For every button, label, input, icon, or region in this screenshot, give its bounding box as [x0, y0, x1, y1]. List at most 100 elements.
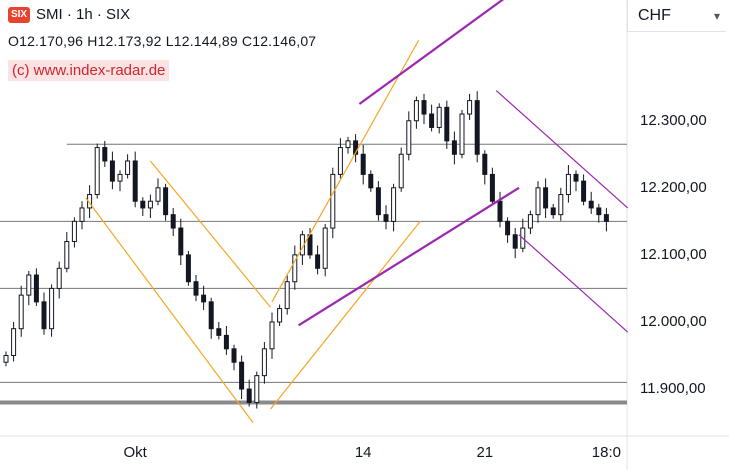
candle-body — [596, 207, 602, 216]
candle-body — [292, 254, 298, 283]
purple-channel-lower — [298, 186, 520, 327]
candle-body — [193, 281, 199, 296]
credit-label: (c) www.index-radar.de — [8, 60, 170, 81]
candle-body — [429, 113, 435, 128]
candle-body — [527, 214, 533, 229]
candle-body — [489, 173, 495, 202]
six-logo-icon: SIX — [8, 6, 30, 23]
candle-body — [413, 100, 419, 122]
candle-body — [246, 388, 252, 403]
candle-body — [3, 355, 9, 363]
ohlc-readout: O12.170,96 H12.173,92 L12.144,89 C12.146… — [8, 33, 317, 49]
purple-down-lower — [518, 234, 629, 333]
time-tick-label: 21 — [476, 444, 494, 461]
candle-body — [185, 254, 191, 283]
candle-body — [132, 160, 138, 202]
candle-body — [375, 187, 381, 216]
candle-body — [163, 187, 169, 216]
purple-down-upper — [495, 90, 629, 209]
candle-body — [269, 321, 275, 350]
candle-body — [573, 173, 579, 182]
currency-label: CHF — [638, 6, 671, 24]
candle-body — [26, 274, 32, 296]
candle-body — [474, 100, 480, 155]
candle-body — [588, 200, 594, 209]
price-tick-label: 12.000,00 — [640, 312, 707, 330]
price-tick-label: 12.300,00 — [640, 111, 707, 129]
price-tick-label: 11.900,00 — [640, 380, 706, 398]
chevron-down-icon: ▾ — [713, 8, 720, 23]
candle-body — [239, 361, 245, 390]
candle-body — [497, 200, 503, 222]
candle-body — [125, 160, 131, 175]
candle-body — [41, 301, 47, 330]
candle-body — [109, 160, 115, 182]
candle-body — [421, 100, 427, 115]
candle-body — [322, 227, 328, 269]
time-tick-label: 18:0 — [591, 444, 621, 461]
down-channel-lower — [149, 160, 271, 308]
price-tick-label: 12.100,00 — [640, 245, 707, 263]
symbol-title[interactable]: SMI · 1h · SIX — [36, 6, 131, 23]
candle-body — [436, 106, 442, 128]
candle-body — [543, 187, 549, 209]
candle-body — [216, 328, 222, 336]
candle-body — [102, 147, 108, 162]
candle-body — [254, 375, 260, 403]
time-tick-label: 14 — [354, 444, 372, 461]
candle-body — [49, 287, 55, 330]
candle-body — [444, 106, 450, 142]
candle-body — [482, 153, 488, 175]
candle-body — [178, 227, 184, 256]
candle-body — [231, 348, 237, 363]
candle-body — [147, 200, 153, 209]
symbol-header: SIX SMI · 1h · SIX — [8, 6, 130, 23]
candle-body — [383, 214, 389, 222]
up-channel-lower — [270, 220, 421, 410]
candle-body — [459, 113, 465, 155]
candle-body — [565, 173, 571, 196]
candle-body — [345, 140, 351, 149]
candle-body — [337, 147, 343, 175]
candle-body — [558, 194, 564, 216]
down-channel-upper — [85, 197, 254, 423]
candle-body — [467, 100, 473, 115]
candle-body — [603, 214, 609, 222]
candle-body — [353, 140, 359, 155]
candle-body — [330, 173, 336, 229]
candle-body — [94, 147, 100, 196]
candle-body — [391, 187, 397, 222]
time-tick-label: Okt — [123, 444, 147, 461]
currency-selector[interactable]: CHF ▾ — [627, 0, 726, 32]
candle-body — [223, 334, 229, 350]
candle-body — [505, 220, 511, 236]
candle-body — [451, 140, 457, 155]
candle-body — [201, 294, 207, 303]
candle-body — [284, 281, 290, 310]
candle-body — [208, 301, 214, 330]
candle-body — [117, 173, 123, 182]
candle-body — [261, 348, 267, 377]
candle-body — [64, 240, 70, 269]
candle-body — [406, 120, 412, 155]
candle-body — [33, 274, 39, 303]
candle-body — [79, 207, 85, 222]
candle-body — [277, 308, 283, 323]
candle-body — [581, 180, 587, 202]
candle-body — [170, 214, 176, 229]
candle-body — [550, 207, 556, 216]
purple-channel-upper — [358, 0, 505, 105]
candle-body — [140, 200, 146, 209]
candle-body — [368, 173, 374, 189]
price-tick-label: 12.200,00 — [640, 178, 707, 196]
candle-body — [56, 267, 62, 289]
candle-body — [535, 187, 541, 216]
candle-body — [71, 220, 77, 242]
candle-body — [18, 294, 24, 330]
candle-body — [360, 153, 366, 175]
candle-body — [155, 187, 161, 202]
candle-body — [398, 153, 404, 189]
candle-body — [512, 234, 518, 249]
up-channel-upper — [271, 39, 420, 303]
